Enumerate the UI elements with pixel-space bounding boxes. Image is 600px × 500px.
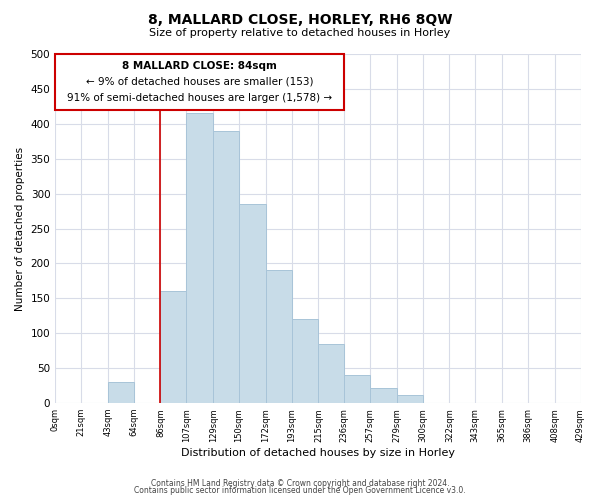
X-axis label: Distribution of detached houses by size in Horley: Distribution of detached houses by size … [181, 448, 455, 458]
Y-axis label: Number of detached properties: Number of detached properties [15, 146, 25, 310]
Bar [213, 131, 239, 403]
Text: 8 MALLARD CLOSE: 84sqm: 8 MALLARD CLOSE: 84sqm [122, 62, 277, 72]
Bar [292, 320, 319, 403]
Text: Size of property relative to detached houses in Horley: Size of property relative to detached ho… [149, 28, 451, 38]
Bar [266, 270, 292, 403]
Text: 8, MALLARD CLOSE, HORLEY, RH6 8QW: 8, MALLARD CLOSE, HORLEY, RH6 8QW [148, 12, 452, 26]
Bar [370, 388, 397, 403]
Bar [186, 114, 213, 403]
Bar [239, 204, 266, 403]
Text: 91% of semi-detached houses are larger (1,578) →: 91% of semi-detached houses are larger (… [67, 92, 332, 102]
Text: Contains HM Land Registry data © Crown copyright and database right 2024.: Contains HM Land Registry data © Crown c… [151, 478, 449, 488]
Text: Contains public sector information licensed under the Open Government Licence v3: Contains public sector information licen… [134, 486, 466, 495]
Text: ← 9% of detached houses are smaller (153): ← 9% of detached houses are smaller (153… [86, 77, 313, 87]
Bar [344, 375, 370, 403]
Bar [160, 292, 186, 403]
Bar [319, 344, 344, 403]
Bar [397, 394, 422, 403]
Bar [108, 382, 134, 403]
FancyBboxPatch shape [55, 54, 344, 110]
